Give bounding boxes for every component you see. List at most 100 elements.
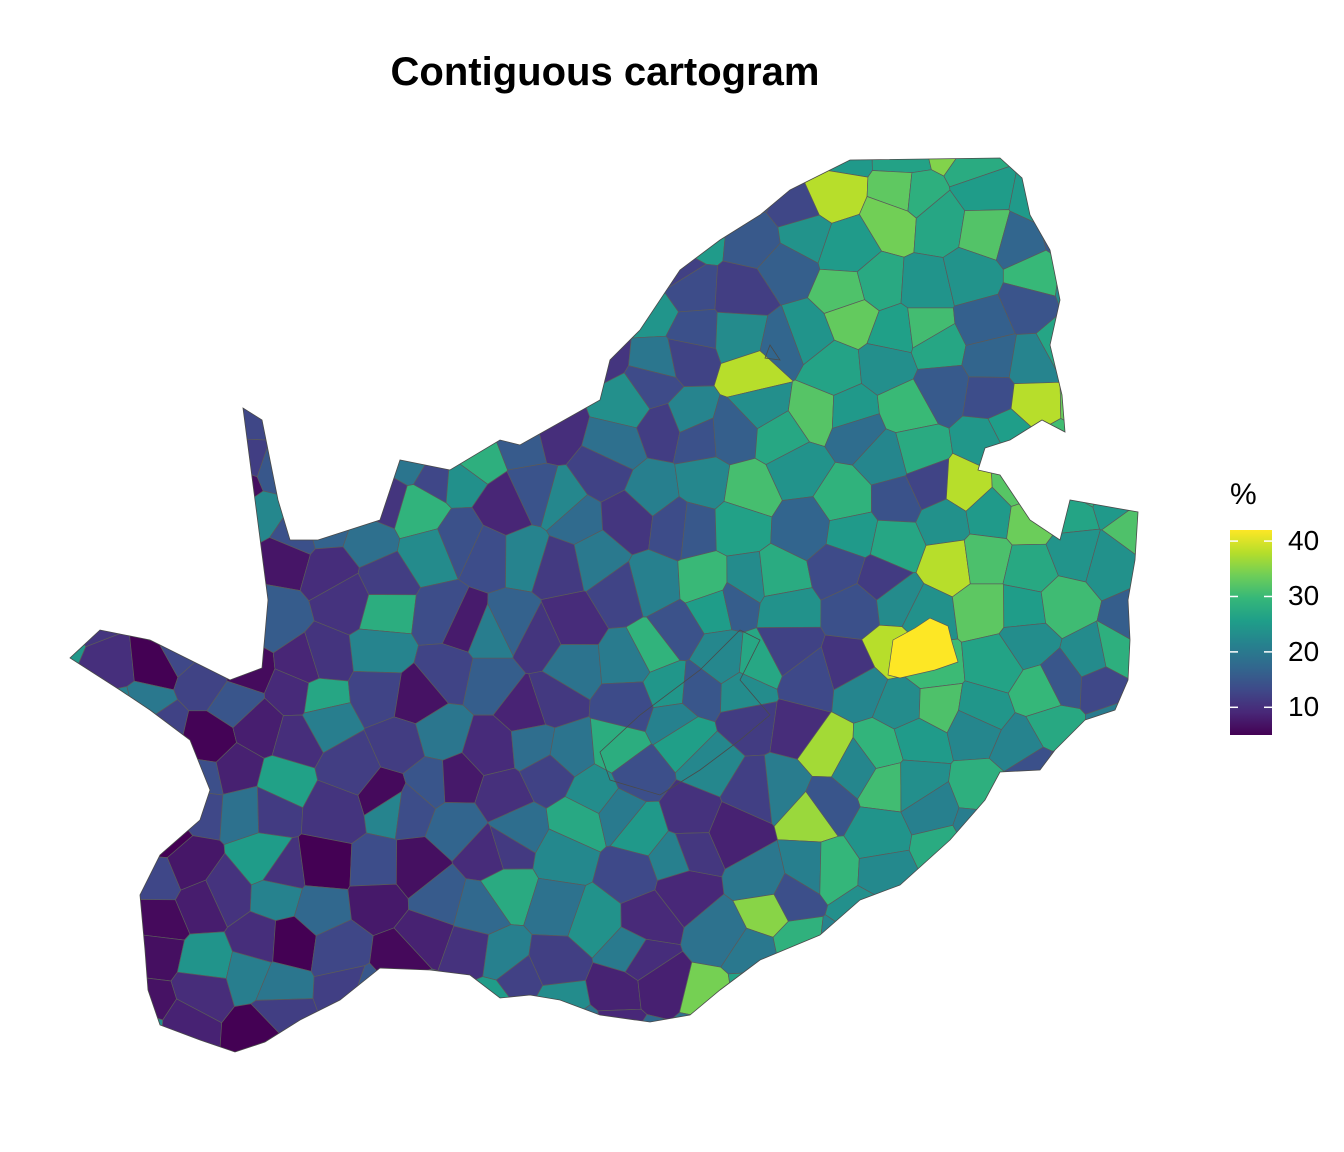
map-region [313, 158, 371, 171]
map-region [869, 158, 932, 174]
map-region [1057, 836, 1105, 884]
map-region [91, 713, 139, 756]
map-region [940, 972, 1004, 1018]
map-region [302, 403, 363, 461]
map-region [844, 975, 915, 1030]
map-region [302, 158, 360, 214]
map-region [484, 287, 535, 346]
map-region [1000, 833, 1061, 883]
map-region [170, 756, 224, 796]
map-region [541, 172, 595, 233]
map-region [215, 591, 256, 653]
map-region [70, 1013, 167, 1052]
map-region [444, 158, 502, 218]
map-region [1077, 383, 1138, 445]
map-region [1047, 868, 1102, 926]
map-region [1007, 867, 1061, 925]
map-region [70, 545, 90, 598]
map-region [70, 325, 86, 401]
map-region [477, 1008, 544, 1052]
legend-colorbar [1230, 530, 1272, 735]
map-region [459, 272, 506, 341]
map-region [961, 892, 1024, 947]
map-region [91, 407, 150, 465]
map-region [165, 367, 219, 422]
map-region [1099, 784, 1138, 851]
map-region [907, 956, 963, 1019]
map-region [393, 168, 447, 212]
map-region [131, 343, 178, 401]
map-region [317, 440, 383, 504]
map-region [680, 501, 717, 560]
map-region [453, 339, 513, 392]
map-region [88, 505, 135, 553]
map-region [490, 215, 556, 268]
map-region [238, 158, 326, 166]
map-region [70, 749, 93, 813]
map-region [298, 833, 353, 890]
map-region [1088, 299, 1138, 404]
map-region [349, 832, 398, 887]
map-region [620, 158, 670, 213]
legend-tick-label: 20 [1288, 635, 1320, 667]
map-region [70, 805, 82, 891]
map-region [177, 294, 233, 352]
map-region [652, 158, 735, 171]
map-region [1091, 712, 1138, 817]
map-region [1058, 303, 1102, 357]
map-region [254, 209, 311, 274]
map-region [215, 158, 277, 190]
map-region [70, 369, 98, 422]
map-region [160, 447, 217, 517]
map-region [919, 882, 965, 948]
map-region [533, 300, 597, 357]
map-region [301, 341, 362, 405]
map-region [217, 388, 280, 441]
map-region [195, 201, 259, 252]
map-region [70, 456, 80, 559]
map-region [77, 217, 137, 275]
map-region [941, 925, 998, 979]
map-region [183, 585, 218, 653]
map-region [1006, 792, 1066, 847]
map-region [996, 920, 1055, 975]
map-region [176, 931, 233, 979]
map-region [85, 550, 143, 607]
map-region [70, 915, 96, 977]
map-region [119, 158, 201, 171]
map-region [70, 394, 119, 460]
map-region [717, 158, 798, 163]
map-region [221, 243, 269, 297]
map-region [264, 288, 315, 347]
map-region [1045, 964, 1100, 1014]
map-region [166, 788, 224, 841]
map-region [1055, 253, 1110, 310]
map-region [134, 390, 194, 444]
map-region [548, 256, 590, 306]
map-region [365, 158, 452, 160]
map-region [1098, 915, 1138, 978]
map-region [93, 896, 145, 964]
map-region [123, 399, 182, 461]
map-region [70, 390, 76, 466]
map-region [299, 1019, 400, 1052]
map-region [0, 882, 66, 957]
map-region [311, 280, 376, 347]
map-region [358, 594, 417, 635]
map-region [353, 250, 410, 307]
map-region [885, 887, 924, 952]
map-region [902, 158, 995, 177]
map-region [637, 158, 698, 195]
map-region [952, 583, 1005, 643]
map-region [886, 940, 945, 996]
map-region [1086, 293, 1138, 349]
map-region [361, 407, 421, 457]
map-region [81, 175, 140, 219]
map-region [84, 158, 138, 182]
map-region [70, 158, 127, 163]
map-region [83, 338, 136, 410]
map-region [390, 205, 442, 255]
map-region [1095, 849, 1138, 925]
map-region [992, 158, 1081, 172]
